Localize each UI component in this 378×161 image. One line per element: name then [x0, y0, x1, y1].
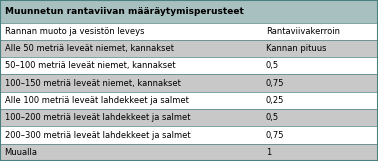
Text: 1: 1	[266, 148, 271, 157]
Bar	[0, 23, 378, 40]
Bar	[0, 144, 378, 161]
Text: 0,75: 0,75	[266, 79, 284, 88]
Bar	[0, 40, 378, 57]
Text: 0,5: 0,5	[266, 113, 279, 122]
Bar	[0, 92, 378, 109]
Text: 100–200 metriä leveät lahdekkeet ja salmet: 100–200 metriä leveät lahdekkeet ja salm…	[5, 113, 190, 122]
Text: Muualla: Muualla	[5, 148, 37, 157]
Text: 0,5: 0,5	[266, 61, 279, 70]
Bar	[0, 109, 378, 126]
Text: 0,75: 0,75	[266, 131, 284, 140]
Text: Rannan muoto ja vesistön leveys: Rannan muoto ja vesistön leveys	[5, 27, 144, 36]
Bar	[0, 126, 378, 144]
Bar	[0, 57, 378, 74]
Text: Alle 100 metriä leveät lahdekkeet ja salmet: Alle 100 metriä leveät lahdekkeet ja sal…	[5, 96, 188, 105]
Text: Alle 50 metriä leveät niemet, kannakset: Alle 50 metriä leveät niemet, kannakset	[5, 44, 174, 53]
Text: Kannan pituus: Kannan pituus	[266, 44, 326, 53]
Text: 0,25: 0,25	[266, 96, 284, 105]
Text: Muunnetun rantaviivan määräytymisperusteet: Muunnetun rantaviivan määräytymisperuste…	[5, 7, 243, 16]
Text: 100–150 metriä leveät niemet, kannakset: 100–150 metriä leveät niemet, kannakset	[5, 79, 180, 88]
Text: 50–100 metriä leveät niemet, kannakset: 50–100 metriä leveät niemet, kannakset	[5, 61, 175, 70]
Text: Rantaviivakerroin: Rantaviivakerroin	[266, 27, 340, 36]
Bar	[0, 74, 378, 92]
Bar	[0, 0, 378, 23]
Text: 200–300 metriä leveät lahdekkeet ja salmet: 200–300 metriä leveät lahdekkeet ja salm…	[5, 131, 190, 140]
